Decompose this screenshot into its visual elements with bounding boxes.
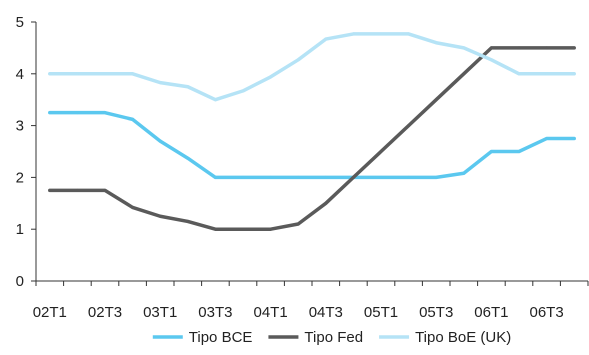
data-point [48, 111, 52, 115]
data-point [572, 46, 576, 50]
data-point [517, 46, 521, 50]
series-tipo-boe-uk [48, 32, 576, 102]
data-point [407, 175, 411, 179]
data-point [186, 219, 190, 223]
series-tipo-bce [48, 110, 576, 180]
data-point [462, 72, 466, 76]
legend: Tipo BCE Tipo Fed Tipo BoE (UK) [152, 329, 511, 346]
data-point [379, 150, 383, 153]
data-point [158, 139, 162, 143]
data-point [517, 72, 521, 76]
data-point [131, 117, 135, 121]
data-point [324, 175, 328, 179]
data-point [103, 111, 107, 115]
data-point [572, 72, 576, 76]
data-point [103, 188, 107, 192]
data-point [545, 137, 549, 141]
x-tick-label: 06T3 [529, 304, 563, 321]
data-point [48, 188, 52, 192]
data-point [75, 188, 79, 192]
data-point [213, 98, 217, 102]
y-tick-label: 1 [16, 221, 24, 238]
data-point [131, 72, 135, 76]
series-line-tipo-bce [48, 110, 576, 180]
data-point [379, 175, 383, 179]
x-tick-label: 05T1 [364, 304, 398, 321]
y-tick-label: 2 [16, 169, 24, 186]
data-point [131, 205, 135, 209]
data-point [186, 85, 190, 89]
data-point [489, 58, 493, 62]
data-point [103, 72, 107, 76]
data-point [241, 175, 245, 179]
data-point [407, 124, 411, 128]
data-point [75, 72, 79, 76]
x-tick-label: 05T3 [419, 304, 453, 321]
data-point [158, 81, 162, 85]
data-point [296, 175, 300, 179]
x-tick-label: 03T1 [143, 304, 177, 321]
data-point [351, 175, 355, 179]
x-tick-label: 04T1 [253, 304, 287, 321]
data-point [324, 201, 328, 205]
data-point [462, 46, 466, 50]
y-tick-label: 3 [16, 118, 24, 135]
data-point [296, 222, 300, 226]
data-point [545, 46, 549, 50]
x-tick-label: 04T3 [309, 304, 343, 321]
data-point [241, 227, 245, 231]
series-line-tipo-fed [48, 46, 576, 231]
data-point [489, 46, 493, 50]
legend-label: Tipo Fed [304, 329, 363, 346]
series-tipo-fed [48, 46, 576, 231]
data-point [545, 72, 549, 76]
data-point [324, 37, 328, 41]
data-point [241, 89, 245, 93]
legend-label: Tipo BCE [189, 329, 253, 346]
data-point [434, 41, 438, 45]
x-axis-ticks: 02T1 02T3 03T1 03T3 04T1 04T3 05T1 05T3 06T1 06T3 [33, 281, 589, 321]
legend-item-tipo-bce: Tipo BCE [152, 329, 253, 346]
series-lines [48, 32, 576, 231]
data-point [269, 75, 273, 79]
data-point [407, 32, 411, 36]
data-point [269, 227, 273, 231]
data-point [351, 32, 355, 36]
legend-item-tipo-boe-uk: Tipo BoE (UK) [379, 329, 511, 346]
data-point [379, 32, 383, 36]
data-point [434, 175, 438, 179]
y-tick-label: 5 [16, 14, 24, 31]
series-line-tipo-boe-uk [48, 32, 576, 102]
data-point [296, 58, 300, 62]
data-point [489, 150, 493, 153]
x-tick-label: 06T1 [474, 304, 508, 321]
legend-label: Tipo BoE (UK) [415, 329, 511, 346]
y-tick-label: 4 [16, 66, 24, 83]
x-tick-label: 03T3 [198, 304, 232, 321]
data-point [213, 227, 217, 231]
data-point [186, 156, 190, 160]
data-point [213, 175, 217, 179]
x-tick-label: 02T1 [33, 304, 67, 321]
data-point [434, 98, 438, 102]
data-point [462, 171, 466, 175]
data-point [75, 111, 79, 115]
data-point [48, 72, 52, 76]
y-tick-label: 0 [16, 273, 24, 290]
data-point [269, 175, 273, 179]
y-axis-ticks: 0 1 2 3 4 5 [16, 14, 36, 290]
legend-item-tipo-fed: Tipo Fed [268, 329, 363, 346]
data-point [158, 214, 162, 218]
data-point [517, 150, 521, 153]
x-tick-label: 02T3 [88, 304, 122, 321]
data-point [572, 137, 576, 141]
